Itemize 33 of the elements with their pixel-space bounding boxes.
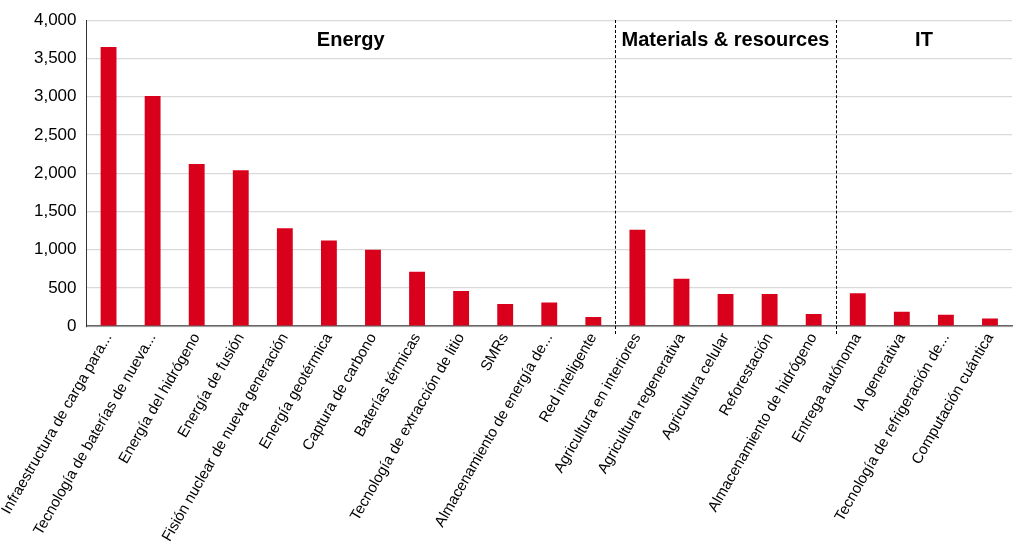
bar (717, 294, 734, 326)
bar (276, 228, 293, 326)
y-tick-label: 3,000 (33, 86, 77, 106)
bar (188, 164, 205, 326)
y-tick-label: 4,000 (33, 9, 77, 29)
annotation: IT (915, 27, 933, 50)
bar (805, 313, 822, 326)
y-tick-label: 500 (48, 277, 77, 297)
bar (232, 170, 249, 326)
bar (497, 304, 514, 326)
bar (937, 314, 954, 326)
bar (585, 317, 602, 326)
bar (365, 249, 381, 326)
bar (673, 278, 690, 326)
annotation: Energy (316, 27, 386, 50)
bar (982, 318, 998, 326)
y-tick-label: 1,500 (33, 201, 77, 221)
bar (144, 95, 161, 326)
bar (100, 46, 117, 326)
y-tick-label: 1,000 (33, 239, 77, 259)
bar (453, 291, 470, 326)
bar (320, 240, 337, 326)
annotation: Materials & resources (621, 27, 830, 50)
bar (893, 311, 910, 326)
y-tick-label: 0 (67, 315, 77, 335)
bar (409, 271, 425, 326)
y-tick-label: 3,500 (33, 48, 77, 68)
y-tick-label: 2,000 (33, 162, 77, 182)
bar (541, 302, 558, 326)
bar (761, 294, 778, 326)
bar (849, 293, 866, 326)
bar (629, 229, 646, 326)
y-tick-label: 2,500 (33, 124, 77, 144)
